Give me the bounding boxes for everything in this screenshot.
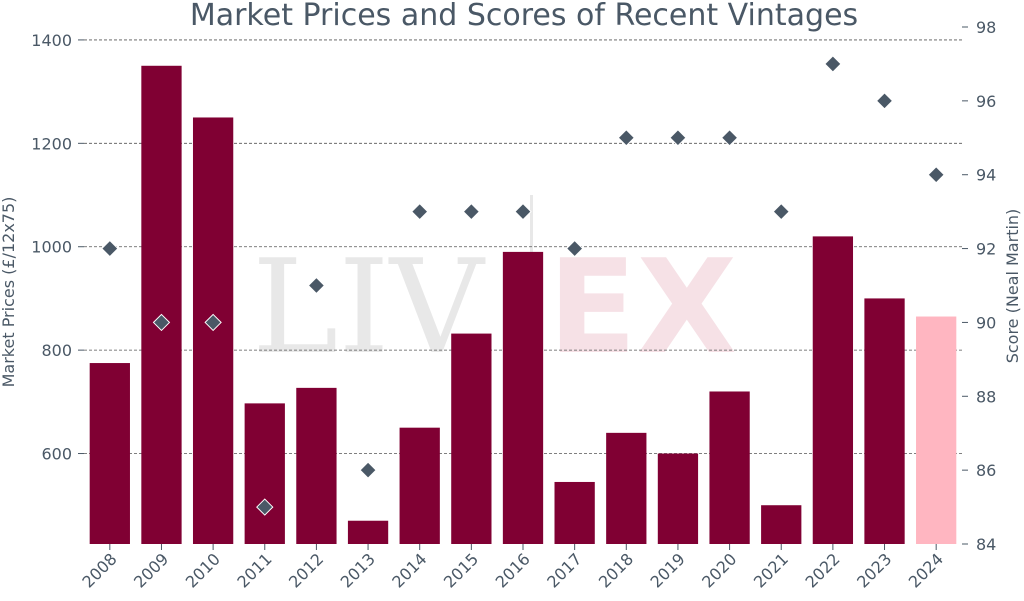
bar-2011	[244, 403, 285, 544]
score-point-2010	[204, 313, 222, 332]
x-tick-label: 2014	[388, 549, 430, 591]
score-point-2018	[617, 129, 636, 147]
y2-tick-label: 96	[976, 92, 996, 111]
bar-2013	[347, 520, 389, 544]
x-tick-label: 2017	[543, 549, 585, 591]
chart-title: Market Prices and Scores of Recent Vinta…	[190, 0, 858, 33]
bar-2023	[864, 298, 905, 544]
y-tick-label: 600	[41, 445, 72, 464]
x-tick-label: 2008	[78, 549, 120, 591]
score-point-2016	[514, 202, 532, 221]
svg-text:EX: EX	[548, 231, 737, 383]
y2-tick-label: 92	[976, 240, 996, 259]
bar-2012	[296, 387, 337, 544]
x-tick-label: 2016	[492, 549, 534, 591]
y-tick-label: 1200	[31, 134, 72, 153]
x-tick-label: 2021	[750, 549, 792, 591]
x-tick-label: 2018	[595, 549, 637, 591]
score-point-2015	[462, 202, 481, 221]
y2-tick-label: 86	[976, 461, 996, 480]
x-tick-label: 2020	[698, 549, 740, 591]
bar-2020	[709, 391, 750, 544]
bar-2021	[761, 505, 802, 544]
svg-text:LIV: LIV	[252, 231, 486, 383]
score-point-2020	[720, 129, 739, 147]
score-point-2021	[772, 202, 790, 221]
bar-2018	[606, 432, 647, 544]
bar-2017	[554, 481, 595, 544]
score-point-2009	[152, 313, 171, 332]
x-tick-label: 2022	[801, 549, 843, 591]
score-point-2022	[824, 55, 842, 73]
bar-2022	[812, 236, 854, 544]
watermark-logo: LIV EX	[252, 195, 737, 383]
bar-2014	[399, 427, 440, 544]
bar-2024	[916, 316, 957, 544]
y2-tick-label: 98	[976, 18, 996, 37]
x-tick-label: 2012	[285, 549, 327, 591]
y2-tick-label: 84	[976, 535, 996, 554]
y-tick-label: 800	[41, 341, 72, 360]
bar-2016	[502, 251, 544, 544]
bar-2019	[657, 453, 699, 544]
x-tick-label: 2009	[130, 549, 172, 591]
y2-axis-title: Score (Neal Martin)	[1003, 209, 1022, 364]
y2-tick-label: 88	[976, 387, 996, 406]
score-point-2012	[307, 276, 326, 295]
score-point-2014	[410, 202, 429, 221]
y-tick-label: 1400	[31, 31, 72, 50]
score-point-2017	[565, 239, 584, 258]
x-tick-label: 2023	[853, 549, 895, 591]
score-point-2013	[359, 461, 377, 479]
bar-2009	[141, 65, 182, 545]
x-tick-label: 2011	[233, 549, 275, 591]
score-point-2008	[101, 239, 119, 258]
score-point-2024	[927, 166, 945, 184]
x-tick-label: 2019	[647, 549, 689, 591]
x-tick-label: 2015	[440, 549, 482, 591]
bar-2015	[451, 333, 492, 544]
x-tick-label: 2010	[182, 549, 224, 591]
y2-tick-label: 90	[976, 313, 996, 332]
y-tick-label: 1000	[31, 238, 72, 257]
bar-2008	[89, 363, 130, 544]
score-point-2023	[875, 92, 894, 110]
y-axis-title: Market Prices (£/12x75)	[0, 197, 18, 388]
x-tick-label: 2013	[337, 549, 379, 591]
score-point-2011	[256, 498, 274, 516]
y2-tick-label: 94	[976, 166, 996, 185]
score-point-2019	[669, 129, 687, 147]
x-tick-label: 2024	[905, 549, 947, 591]
